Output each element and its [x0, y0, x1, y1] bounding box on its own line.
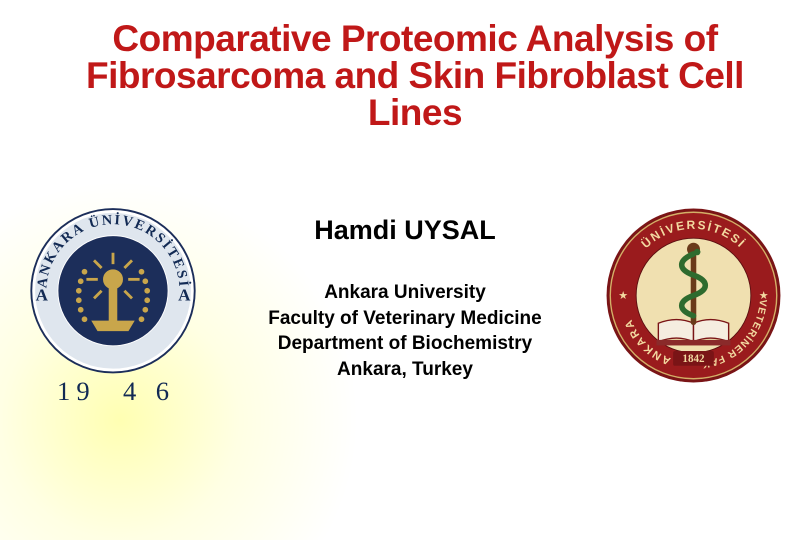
seal-left-year-1: 1	[57, 376, 70, 406]
ankara-university-seal: ANKARA ÜNİVERSİTESİ A A	[18, 195, 208, 415]
svg-text:A: A	[36, 285, 49, 304]
vet-seal-icon: ÜNİVERSİTESİ ANKARA VETERİNER FAK. ★ ★ 1…	[601, 203, 786, 388]
svg-text:★: ★	[618, 290, 628, 302]
ankara-seal-icon: ANKARA ÜNİVERSİTESİ A A	[18, 195, 208, 415]
veterinary-faculty-seal: ÜNİVERSİTESİ ANKARA VETERİNER FAK. ★ ★ 1…	[598, 195, 788, 395]
seal-right-year: 1842	[682, 353, 705, 365]
seal-left-year-mid: 9 4	[76, 376, 149, 406]
seal-left-year-6: 6	[156, 376, 169, 406]
svg-text:★: ★	[758, 290, 768, 302]
slide-title: Comparative Proteomic Analysis of Fibros…	[50, 20, 780, 131]
svg-text:A: A	[178, 285, 191, 304]
